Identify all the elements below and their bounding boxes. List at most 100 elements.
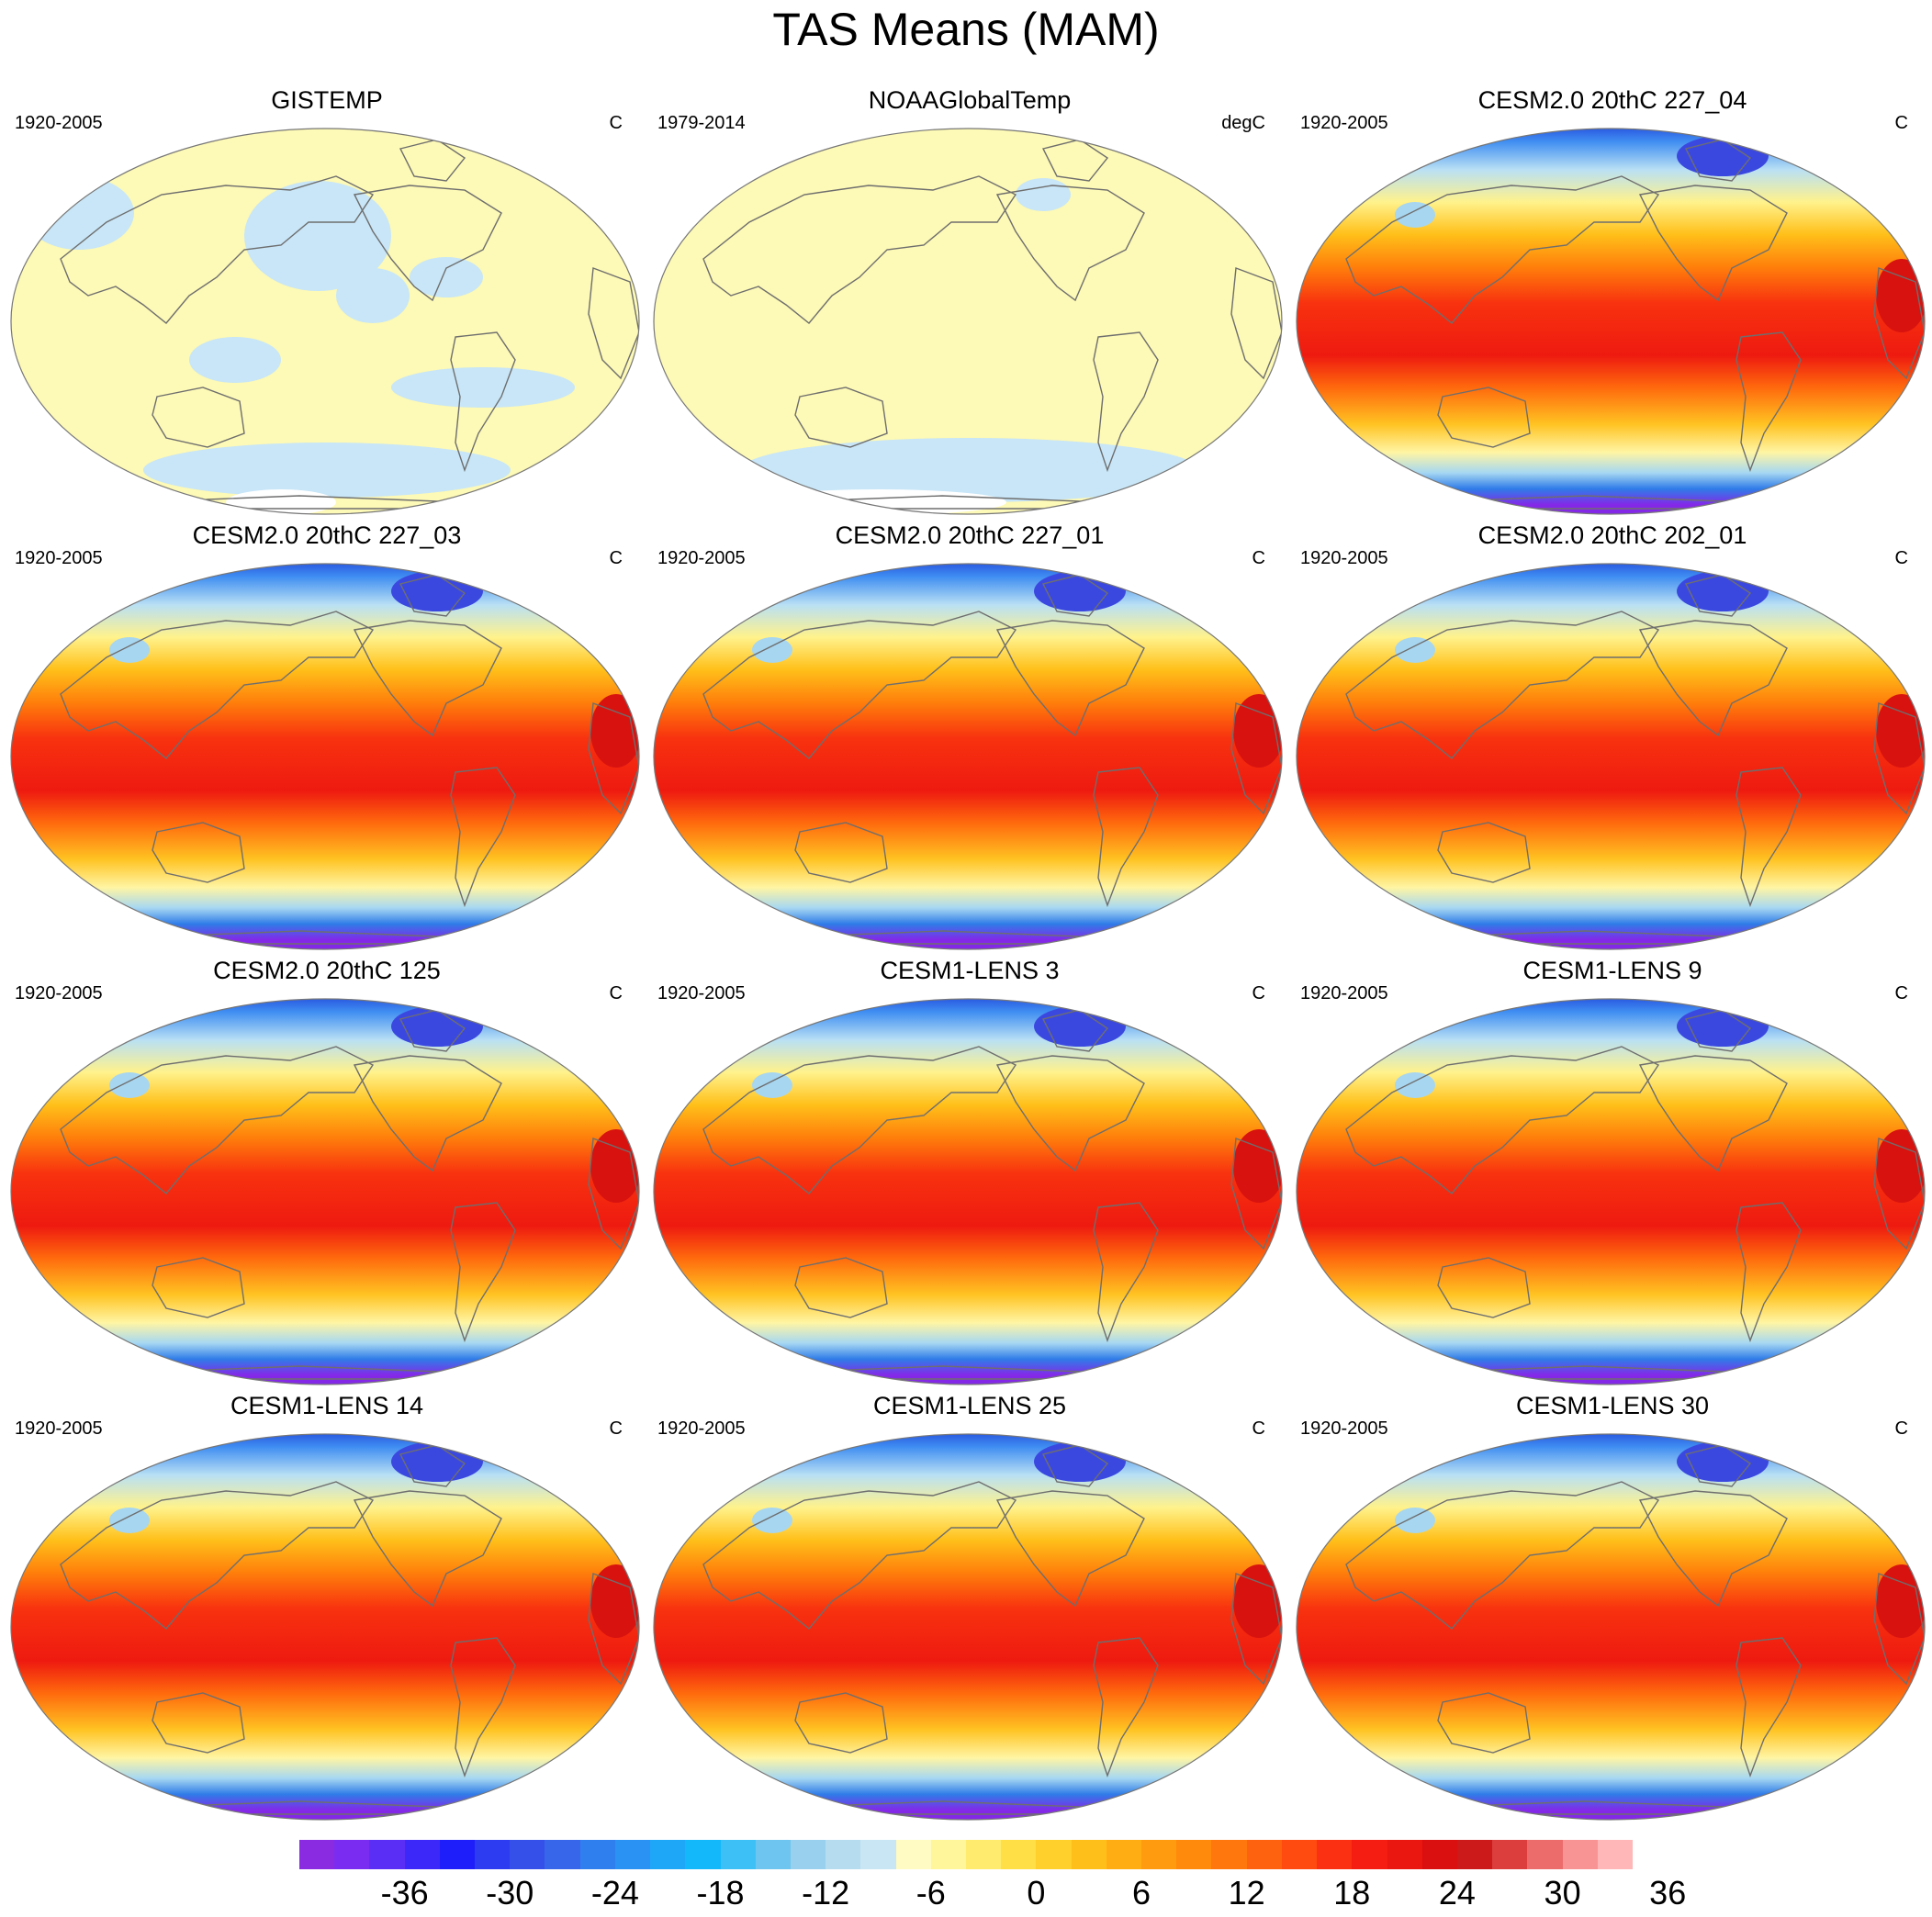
coastline xyxy=(450,767,516,908)
colorbar-cell xyxy=(1492,1840,1528,1869)
colorbar-tick-label: 6 xyxy=(1132,1874,1151,1911)
highland-cold-patch xyxy=(1395,202,1435,228)
field-background xyxy=(654,564,1282,949)
map-panel: CESM2.0 20thC 125 1920-2005 C xyxy=(6,955,648,1386)
coastline xyxy=(1093,1202,1159,1343)
period-label: 1979-2014 xyxy=(657,113,746,133)
tropical-warm-patch xyxy=(590,694,639,768)
colorbar-cell xyxy=(650,1840,686,1869)
coastline xyxy=(588,1138,639,1250)
map-svg xyxy=(653,998,1283,1385)
colorbar-cell xyxy=(404,1840,441,1869)
map-field xyxy=(11,999,639,1384)
map-panel: CESM1-LENS 14 1920-2005 C xyxy=(6,1390,648,1822)
highland-cold-patch xyxy=(1395,1072,1435,1098)
colorbar-cell xyxy=(439,1840,476,1869)
coastline xyxy=(794,1257,888,1318)
map-boundary xyxy=(653,998,1283,1385)
map-field xyxy=(654,999,1282,1384)
colorbar-cell xyxy=(930,1840,967,1869)
panel-title: GISTEMP xyxy=(271,86,383,114)
coastline xyxy=(794,822,888,883)
colorbar-tick-label: -6 xyxy=(915,1874,946,1911)
coastline xyxy=(353,620,502,737)
tropical-warm-patch xyxy=(1876,1129,1925,1203)
colorbar-tick-label: -36 xyxy=(380,1874,429,1911)
coastline xyxy=(794,387,888,448)
field-background xyxy=(654,1434,1282,1820)
tropical-warm-patch xyxy=(1876,259,1925,332)
map-boundary xyxy=(653,1433,1283,1821)
arctic-cold-patch xyxy=(1677,1006,1769,1047)
map-boundary xyxy=(1296,128,1926,515)
map-panel: CESM2.0 20thC 227_03 1920-2005 C xyxy=(6,520,648,951)
coastline xyxy=(1230,1573,1282,1686)
coastline xyxy=(794,1692,888,1754)
colorbar-tick-label: -24 xyxy=(590,1874,639,1911)
arctic-cold-patch xyxy=(391,571,483,611)
colorbar-tick-label: 18 xyxy=(1333,1874,1371,1911)
colorbar-cell xyxy=(1527,1840,1564,1869)
coastline xyxy=(152,1257,245,1318)
coastline xyxy=(60,1481,375,1630)
missing-data-region xyxy=(749,489,1006,514)
coastline xyxy=(702,611,1017,759)
colorbar-cell xyxy=(1246,1840,1283,1869)
coastline xyxy=(353,185,502,302)
map-svg xyxy=(1296,128,1926,515)
coastline xyxy=(1873,267,1925,380)
coastline xyxy=(60,175,375,324)
colorbar-cell xyxy=(755,1840,792,1869)
map-panel: CESM2.0 20thC 227_04 1920-2005 C xyxy=(1291,84,1932,516)
colorbar-cell xyxy=(475,1840,511,1869)
coastline xyxy=(1437,822,1531,883)
colorbar xyxy=(299,1840,1634,1869)
panel-title: CESM1-LENS 25 xyxy=(872,1392,1067,1419)
map-field xyxy=(11,129,639,514)
units-label: C xyxy=(1252,983,1265,1003)
colorbar-cell xyxy=(510,1840,545,1869)
coastline xyxy=(1873,702,1925,815)
units-label: C xyxy=(609,1418,623,1439)
cold-anomaly-region xyxy=(336,268,410,323)
arctic-cold-patch xyxy=(391,1441,483,1482)
colorbar-cell xyxy=(826,1840,861,1869)
map-boundary xyxy=(1296,563,1926,950)
cold-anomaly-region xyxy=(410,257,483,297)
tropical-warm-patch xyxy=(1876,1564,1925,1638)
arctic-cold-patch xyxy=(1677,136,1769,176)
coastline xyxy=(1873,1138,1925,1250)
highland-cold-patch xyxy=(1395,1508,1435,1533)
map-svg xyxy=(653,563,1283,950)
coastline xyxy=(1093,1637,1159,1778)
colorbar-cell xyxy=(614,1840,651,1869)
map-svg xyxy=(653,128,1283,515)
field-background xyxy=(11,999,639,1384)
arctic-cold-patch xyxy=(1677,1441,1769,1482)
colorbar-cell xyxy=(895,1840,932,1869)
colorbar-cell xyxy=(299,1840,335,1869)
panel-title: CESM2.0 20thC 227_04 xyxy=(1477,86,1747,114)
panel-title: CESM2.0 20thC 227_03 xyxy=(192,521,462,549)
map-panel: GISTEMP 1920-2005 C xyxy=(6,84,648,516)
map-svg xyxy=(10,1433,640,1821)
coastline xyxy=(1684,574,1752,617)
coastline xyxy=(1437,1692,1531,1754)
coastline xyxy=(1041,139,1109,182)
tropical-warm-patch xyxy=(1876,694,1925,768)
tropical-warm-patch xyxy=(1233,694,1282,768)
coastline xyxy=(702,1481,1017,1630)
map-svg xyxy=(1296,563,1926,950)
panel-title: CESM2.0 20thC 202_01 xyxy=(1477,521,1747,549)
map-svg xyxy=(1296,1433,1926,1821)
colorbar-cell xyxy=(685,1840,722,1869)
coastline xyxy=(152,822,245,883)
tropical-warm-patch xyxy=(1233,1564,1282,1638)
colorbar-cell xyxy=(1352,1840,1388,1869)
coastline xyxy=(702,175,1017,324)
panel-title: CESM1-LENS 3 xyxy=(880,957,1060,984)
map-boundary xyxy=(1296,1433,1926,1821)
map-svg xyxy=(653,1433,1283,1821)
coastline xyxy=(995,185,1145,302)
coastline xyxy=(588,702,639,815)
